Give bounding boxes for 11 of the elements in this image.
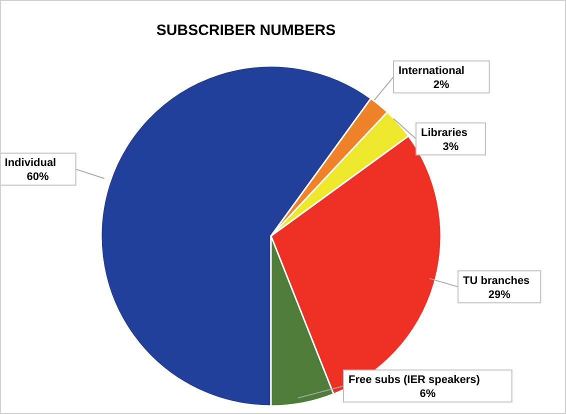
slice-label: TU branches xyxy=(463,274,530,287)
data-label: 29% xyxy=(488,288,511,301)
slice-label: Individual xyxy=(4,157,56,170)
data-label: 60% xyxy=(26,171,50,184)
chart-title: SUBSCRIBER NUMBERS xyxy=(156,22,336,39)
data-label: 3% xyxy=(442,140,459,153)
slice-label: Libraries xyxy=(421,126,468,139)
data-label: 6% xyxy=(420,388,436,400)
data-label: 2% xyxy=(433,78,450,91)
slice-label: International xyxy=(398,64,464,77)
slice-label: Free subs (IER speakers) xyxy=(348,374,480,386)
